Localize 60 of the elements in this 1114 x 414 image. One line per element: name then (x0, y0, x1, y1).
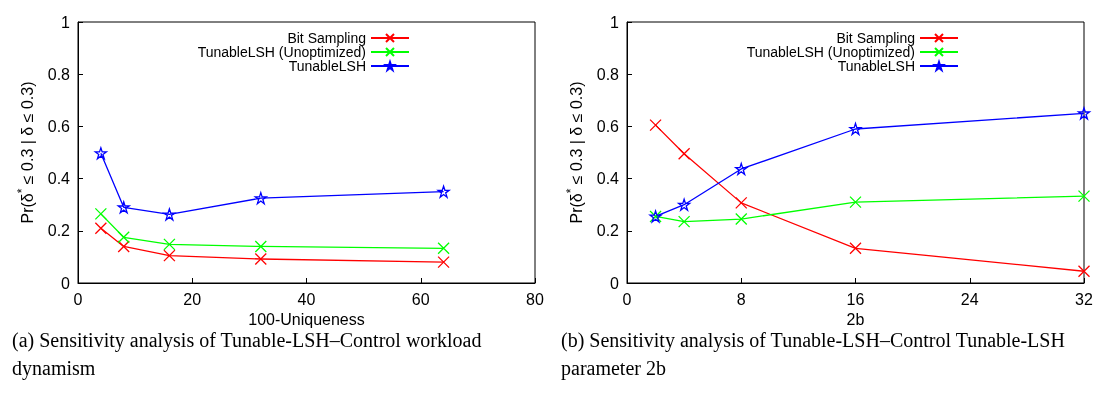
legend-label: TunableLSH (Unoptimized) (197, 44, 366, 60)
point (1077, 107, 1091, 120)
point (254, 252, 267, 266)
y-tick-label: 0.4 (47, 170, 71, 188)
legend-label: TunableLSH (288, 58, 366, 74)
x-tick-label: 0 (622, 290, 632, 308)
x-tick-label: 20 (183, 290, 202, 308)
y-tick-label: 0.8 (47, 65, 71, 83)
y-tick-label: 0.4 (596, 170, 620, 188)
y-axis-title: Pr(δ* ≤ 0.3 | δ ≤ 0.3) (15, 81, 36, 224)
point (849, 122, 862, 136)
point (735, 212, 748, 226)
point (94, 207, 107, 220)
x-tick-label: 24 (960, 290, 979, 308)
text: (a) Sensitivity analysis of Tunable-LSH–Control workload dynamism (12, 329, 487, 380)
point (163, 238, 176, 251)
point (117, 231, 130, 244)
x-tick-label: 0 (73, 290, 83, 308)
point (677, 147, 691, 160)
point (649, 118, 662, 132)
legend-label: Bit Sampling (836, 30, 915, 46)
point (117, 201, 130, 214)
y-tick-label: 1 (61, 13, 71, 31)
x-axis-title: 2b (846, 311, 865, 329)
point (437, 242, 450, 255)
x-tick-label: 60 (411, 290, 430, 308)
point (163, 208, 176, 221)
y-tick-label: 0.6 (47, 117, 71, 135)
y-tick-label: 0 (610, 274, 620, 292)
point (117, 240, 130, 253)
point (163, 249, 176, 262)
point (437, 185, 450, 198)
legend-label: TunableLSH (837, 58, 915, 74)
x-tick-label: 32 (1075, 290, 1093, 308)
point (1077, 265, 1091, 278)
y-tick-label: 0.8 (596, 65, 620, 83)
y-tick-label: 0.2 (596, 222, 620, 240)
x-tick-label: 80 (526, 290, 544, 308)
text: (b) Sensitivity analysis of Tunable-LSH–Control Tunable-LSH parameter 2b (561, 329, 1070, 380)
point (849, 242, 862, 255)
x-tick-label: 40 (297, 290, 316, 308)
point (254, 240, 267, 253)
point (94, 222, 107, 235)
point (1077, 189, 1091, 203)
x-tick-label: 16 (846, 290, 865, 308)
y-tick-label: 1 (610, 13, 620, 31)
point (849, 195, 862, 209)
point (735, 196, 748, 210)
x-axis-title: 100-Uniqueness (248, 311, 365, 329)
legend-label: TunableLSH (Unoptimized) (746, 44, 915, 60)
y-axis-title: Pr(δ* ≤ 0.3 | δ ≤ 0.3) (564, 81, 585, 224)
point (677, 198, 691, 211)
legend-label: Bit Sampling (287, 30, 366, 46)
point (677, 215, 691, 228)
x-tick-label: 8 (736, 290, 746, 308)
y-tick-label: 0.2 (47, 222, 71, 240)
point (437, 255, 450, 269)
point (735, 162, 748, 176)
y-tick-label: 0.6 (596, 117, 620, 135)
y-tick-label: 0 (61, 274, 71, 292)
